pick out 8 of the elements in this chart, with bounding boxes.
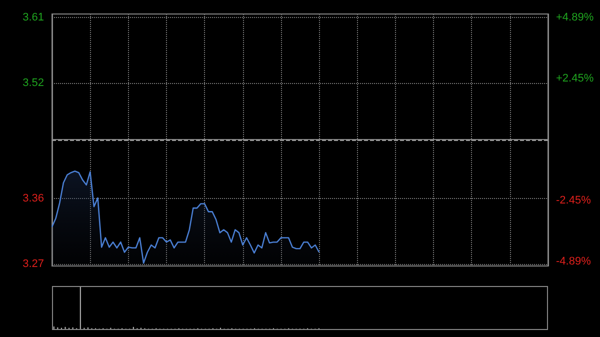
- y-tick-label: 3.52: [22, 76, 44, 89]
- y2-tick-label: +4.89%: [556, 11, 594, 24]
- y2-tick-label: -2.45%: [556, 194, 592, 206]
- y-tick-label: 3.27: [22, 258, 44, 270]
- y-tick-label: 3.36: [22, 192, 44, 205]
- y2-tick-label: +2.45%: [556, 72, 594, 84]
- y2-tick-label: -4.89%: [556, 255, 592, 268]
- y-tick-label: 3.61: [22, 12, 44, 24]
